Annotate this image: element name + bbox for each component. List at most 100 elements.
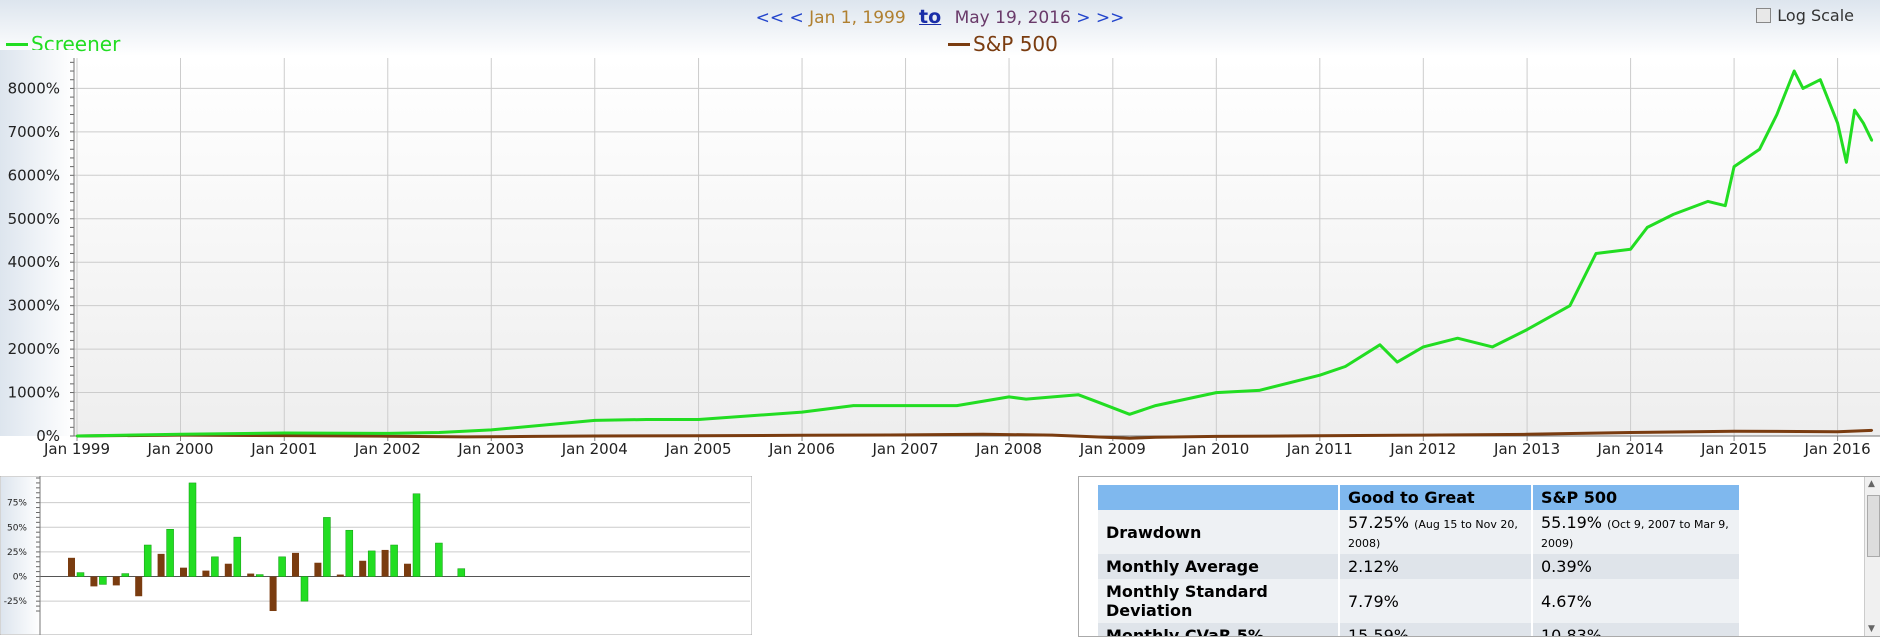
screener-bar [233, 536, 242, 577]
screener-line-point [386, 432, 389, 435]
scroll-thumb[interactable] [1867, 495, 1880, 557]
mini-chart-frame [0, 476, 752, 635]
screener-line-point [1154, 404, 1157, 407]
screener-line-point [1594, 252, 1598, 255]
sp500-line-point [981, 433, 985, 436]
screener-line-point [1853, 108, 1856, 112]
screener-line-point [1525, 328, 1529, 331]
y-tick-label: 0% [36, 427, 60, 445]
strategy-value: 7.79% [1338, 579, 1532, 623]
screener-bar [188, 482, 197, 577]
sp500-bar [90, 576, 98, 587]
x-tick-label: Jan 2003 [457, 440, 524, 458]
sp500-bar [381, 549, 389, 577]
benchmark-value: 55.19% (Oct 9, 2007 to Mar 9, 2009) [1531, 510, 1739, 554]
screener-line-point [1672, 213, 1675, 216]
table-header-benchmark: S&P 500 [1531, 485, 1739, 510]
legend-sp500[interactable]: S&P 500 [948, 32, 1058, 56]
screener-line-point [593, 419, 596, 422]
screener-line-point [1344, 365, 1347, 368]
first-period-link[interactable]: << [755, 8, 785, 28]
sp500-line-point [283, 434, 286, 437]
legend-swatch-sp500 [948, 42, 970, 46]
plot-area [74, 58, 1880, 436]
benchmark-value: 10.83% [1531, 623, 1739, 636]
x-tick-label: Jan 2004 [561, 440, 628, 458]
next-period-link[interactable]: > [1076, 8, 1091, 28]
row-label: Monthly Standard Deviation [1098, 579, 1339, 623]
sp500-line-point [1629, 431, 1632, 434]
y-tick-label: 7000% [8, 123, 60, 141]
screener-line-point [1094, 400, 1097, 403]
screener-line-point [1024, 397, 1028, 401]
screener-line-point [283, 431, 286, 435]
screener-line-point [697, 418, 700, 421]
x-tick-label: Jan 2002 [354, 440, 421, 458]
screener-line-point [1568, 304, 1572, 307]
x-tick-label: Jan 2007 [872, 440, 939, 458]
table-header-row: Good to Great S&P 500 [1098, 485, 1739, 510]
screener-line-point [1870, 139, 1874, 142]
sp500-bar [224, 563, 232, 577]
screener-bar [143, 544, 152, 577]
table-row: Drawdown 57.25% (Aug 15 to Nov 20, 2008)… [1098, 510, 1739, 554]
y-tick-label: 1000% [8, 384, 60, 402]
row-label: Monthly CVaR 5% [1098, 623, 1339, 636]
scroll-down-icon[interactable]: ▼ [1868, 624, 1875, 634]
log-scale-label: Log Scale [1777, 6, 1854, 25]
screener-line-point [75, 434, 79, 438]
screener-line-point [1836, 121, 1839, 125]
sp500-bar [292, 552, 299, 577]
last-period-link[interactable]: >> [1095, 8, 1125, 28]
drawdown-strategy-dates: (Aug 15 to Nov 20, 2008) [1348, 518, 1518, 550]
screener-bar [300, 576, 309, 602]
strategy-value: 15.59% [1338, 623, 1532, 636]
mini-y-tick-label: -25% [4, 597, 28, 607]
sp500-line-point [904, 433, 907, 437]
log-scale-toggle[interactable]: Log Scale [1756, 6, 1854, 25]
y-tick-label: 8000% [8, 79, 60, 97]
screener-bar [367, 550, 376, 577]
log-scale-checkbox[interactable] [1756, 8, 1772, 23]
end-date[interactable]: May 19, 2016 [954, 8, 1071, 28]
y-tick-label: 3000% [8, 297, 60, 315]
y-tick-label: 6000% [8, 166, 60, 184]
scroll-up-icon[interactable]: ▲ [1868, 479, 1875, 489]
statistics-table: Good to Great S&P 500 Drawdown 57.25% (A… [1098, 485, 1739, 636]
sp500-bar [135, 576, 143, 597]
to-link[interactable]: to [919, 6, 942, 28]
y-tick-label: 4000% [8, 253, 60, 271]
screener-bar [76, 572, 85, 577]
screener-line-point [1422, 345, 1425, 349]
sp500-bar [68, 557, 75, 577]
screener-bar [255, 574, 264, 577]
table-header-blank [1098, 485, 1339, 510]
start-date[interactable]: Jan 1, 1999 [809, 8, 906, 28]
screener-line-point [1215, 391, 1218, 394]
mini-y-tick-label: 0% [13, 573, 28, 583]
table-scrollbar[interactable]: ▲ ▼ [1864, 477, 1880, 636]
row-label: Monthly Average [1098, 554, 1339, 579]
x-tick-label: Jan 2009 [1079, 440, 1146, 458]
benchmark-value: 0.39% [1531, 554, 1739, 579]
screener-bar [390, 544, 398, 577]
screener-line-point [1724, 204, 1727, 207]
screener-line-point [904, 404, 907, 407]
screener-line-point [1128, 413, 1131, 416]
sp500-line-point [1128, 436, 1131, 440]
sp500-line [76, 428, 1872, 440]
sp500-line-point [1732, 430, 1736, 433]
drawdown-benchmark-value: 55.19% [1541, 513, 1603, 532]
table-row: Monthly Standard Deviation 7.79% 4.67% [1098, 579, 1739, 623]
screener-bar [166, 528, 174, 577]
sp500-bar [247, 573, 255, 577]
screener-line-point [1629, 247, 1632, 251]
prev-period-link[interactable]: < [789, 8, 804, 28]
screener-line-point [1758, 148, 1761, 151]
monthly-returns-bar-chart: 75% 50% 25% 0% -25% [0, 476, 752, 635]
screener-bar [278, 556, 286, 577]
benchmark-value: 4.67% [1531, 579, 1739, 623]
x-tick-label: Jan 2010 [1182, 440, 1249, 458]
mini-y-axis-panel [1, 477, 40, 634]
screener-line-point [1007, 395, 1011, 399]
